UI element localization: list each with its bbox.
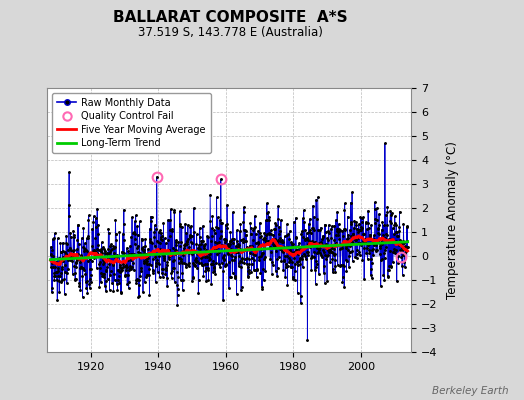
Text: Berkeley Earth: Berkeley Earth <box>432 386 508 396</box>
Text: 37.519 S, 143.778 E (Australia): 37.519 S, 143.778 E (Australia) <box>138 26 323 39</box>
Y-axis label: Temperature Anomaly (°C): Temperature Anomaly (°C) <box>446 141 459 299</box>
Text: BALLARAT COMPOSITE  A*S: BALLARAT COMPOSITE A*S <box>113 10 348 25</box>
Legend: Raw Monthly Data, Quality Control Fail, Five Year Moving Average, Long-Term Tren: Raw Monthly Data, Quality Control Fail, … <box>52 93 211 153</box>
